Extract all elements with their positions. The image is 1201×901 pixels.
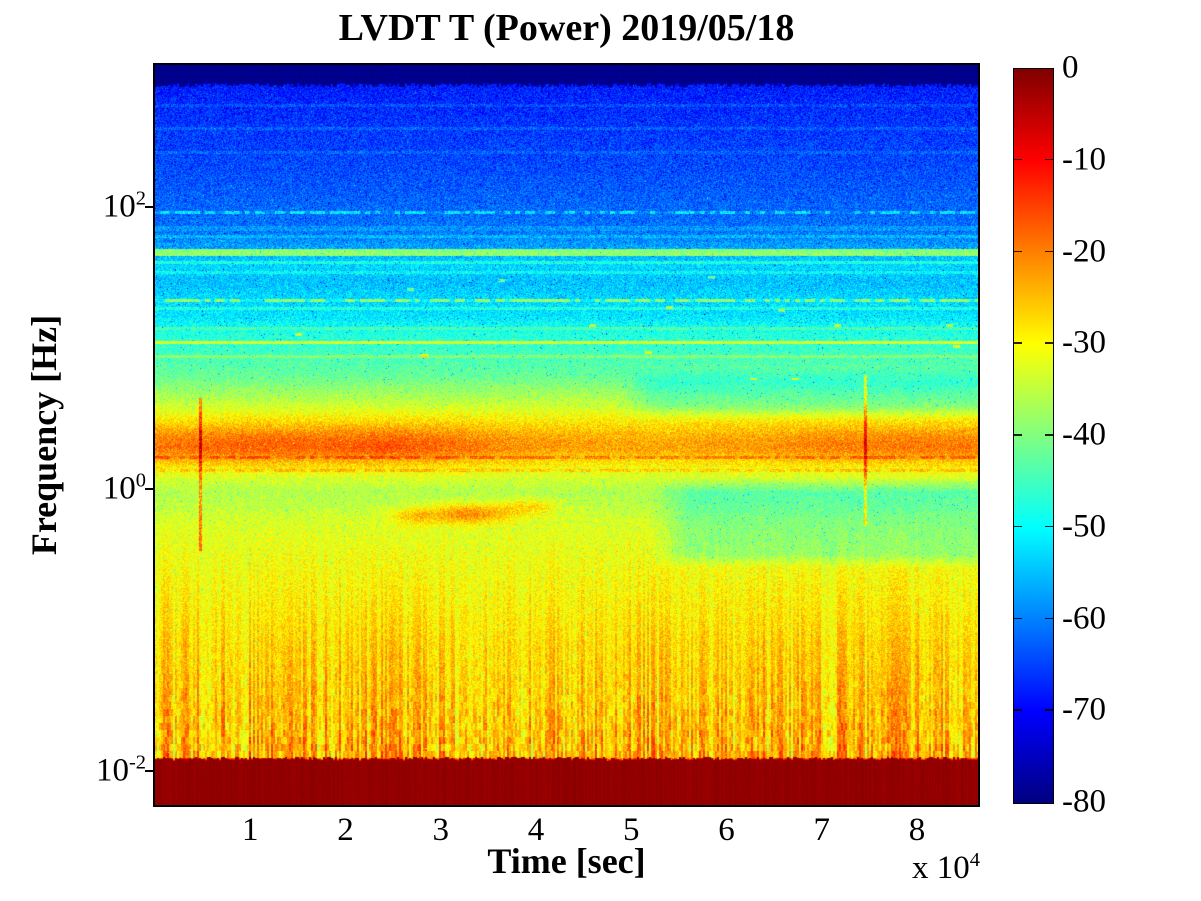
colorbar-tick-mark — [1045, 342, 1053, 344]
spectrogram-heatmap — [155, 65, 978, 805]
y-tick-mark — [145, 206, 154, 208]
colorbar-tick-label: -10 — [1062, 141, 1106, 178]
colorbar-tick-label: -80 — [1062, 783, 1106, 820]
x-axis-label: Time [sec] — [487, 841, 646, 881]
x-tick-label: 8 — [908, 812, 926, 848]
colorbar-tick-mark — [1014, 342, 1022, 344]
chart-title: LVDT T (Power) 2019/05/18 — [338, 7, 795, 49]
colorbar-tick-label: -70 — [1062, 691, 1106, 728]
colorbar-tick-mark — [1014, 250, 1022, 252]
y-tick-mark — [145, 770, 154, 772]
colorbar-tick-label: -20 — [1062, 233, 1106, 269]
x-axis-multiplier: x 104 — [820, 850, 980, 887]
colorbar-tick-label: 0 — [1062, 49, 1079, 86]
colorbar-tick-label: -60 — [1062, 600, 1106, 636]
colorbar-tick-mark — [1045, 525, 1053, 528]
y-axis-label: Frequency [Hz] — [24, 314, 64, 556]
colorbar-tick-mark — [1014, 709, 1022, 711]
y-tick-label: 10-2 — [95, 751, 146, 789]
y-tick-label: 102 — [102, 187, 146, 225]
x-tick-label: 2 — [337, 812, 354, 848]
colorbar-tick-mark — [1014, 158, 1022, 161]
y-tick-mark — [145, 488, 154, 490]
x-tick-label: 4 — [527, 812, 545, 848]
x-axis-multiplier-exponent: 4 — [969, 849, 980, 871]
colorbar-tick-mark — [1045, 250, 1053, 252]
x-tick-label: 6 — [718, 812, 735, 848]
colorbar-tick-mark — [1014, 617, 1022, 619]
x-tick-label: 1 — [242, 812, 259, 848]
colorbar-tick-label: -40 — [1062, 416, 1106, 453]
x-tick-label: 3 — [432, 812, 450, 848]
colorbar-tick-mark — [1045, 617, 1053, 619]
colorbar-tick-label: -50 — [1062, 508, 1106, 545]
x-tick-label: 7 — [813, 812, 831, 848]
colorbar-tick-mark — [1045, 434, 1053, 436]
colorbar-tick-mark — [1045, 158, 1053, 161]
x-axis-multiplier-prefix: x 10 — [912, 850, 970, 886]
colorbar-tick-mark — [1014, 434, 1022, 436]
x-tick-label: 5 — [623, 812, 640, 848]
y-tick-label: 100 — [102, 469, 146, 507]
colorbar-tick-mark — [1014, 525, 1022, 528]
colorbar — [1013, 68, 1054, 804]
colorbar-tick-mark — [1045, 709, 1053, 711]
colorbar-tick-label: -30 — [1062, 324, 1106, 361]
